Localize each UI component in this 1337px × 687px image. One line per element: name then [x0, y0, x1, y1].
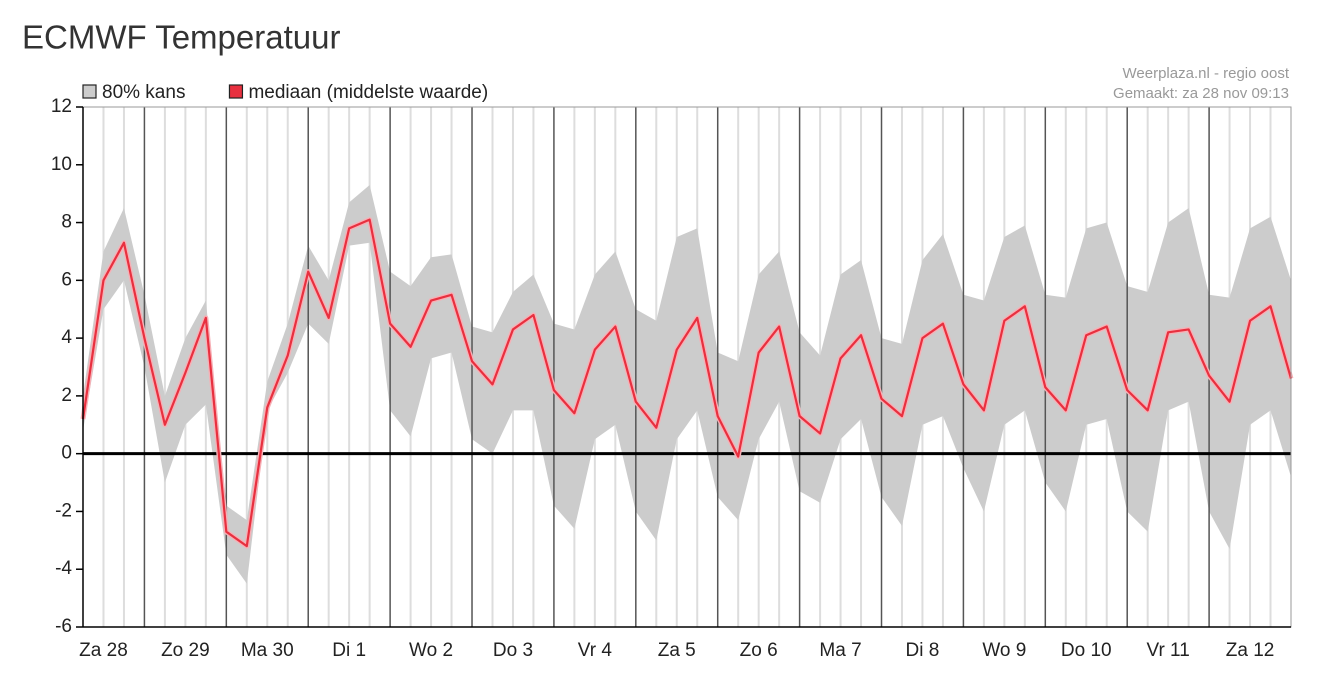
- x-tick-label: Vr 11: [1146, 640, 1189, 661]
- x-tick-label: Za 28: [79, 640, 128, 661]
- x-tick-label: Do 3: [493, 640, 533, 661]
- x-tick-label: Do 10: [1061, 640, 1112, 661]
- band: [83, 185, 1291, 584]
- median-line: [81, 218, 1293, 548]
- x-tick-label: Wo 2: [409, 640, 453, 661]
- y-tick-label: 8: [61, 212, 72, 233]
- x-tick-label: Wo 9: [982, 640, 1026, 661]
- legend-swatch: [228, 84, 244, 99]
- x-tick-label: Zo 29: [161, 640, 210, 661]
- x-tick-label: Za 5: [658, 640, 696, 661]
- y-tick-label: -4: [55, 558, 72, 579]
- y-tick-label: 4: [61, 327, 72, 348]
- x-tick-label: Ma 7: [819, 640, 861, 661]
- y-tick-label: -6: [55, 616, 72, 637]
- legend-label: 80% kans: [102, 82, 185, 103]
- y-tick-label: -2: [55, 500, 72, 521]
- x-tick-label: Vr 4: [578, 640, 613, 661]
- legend-swatch: [82, 84, 97, 99]
- chart-title: ECMWF Temperatuur: [22, 19, 340, 56]
- x-tick-label: Ma 30: [241, 640, 294, 661]
- y-tick-label: 2: [61, 385, 72, 406]
- y-tick-label: 10: [51, 154, 72, 175]
- x-tick-label: Za 12: [1226, 640, 1275, 661]
- x-tick-label: Di 1: [332, 640, 366, 661]
- source: Weerplaza.nl - regio oost: [1123, 65, 1290, 82]
- created: Gemaakt: za 28 nov 09:13: [1113, 85, 1289, 102]
- y-tick-label: 12: [51, 96, 72, 117]
- x-tick-label: Di 8: [906, 640, 940, 661]
- legend-label: mediaan (middelste waarde): [248, 82, 488, 103]
- y-tick-label: 0: [61, 443, 72, 464]
- y-tick-label: 6: [61, 269, 72, 290]
- x-tick-label: Zo 6: [740, 640, 778, 661]
